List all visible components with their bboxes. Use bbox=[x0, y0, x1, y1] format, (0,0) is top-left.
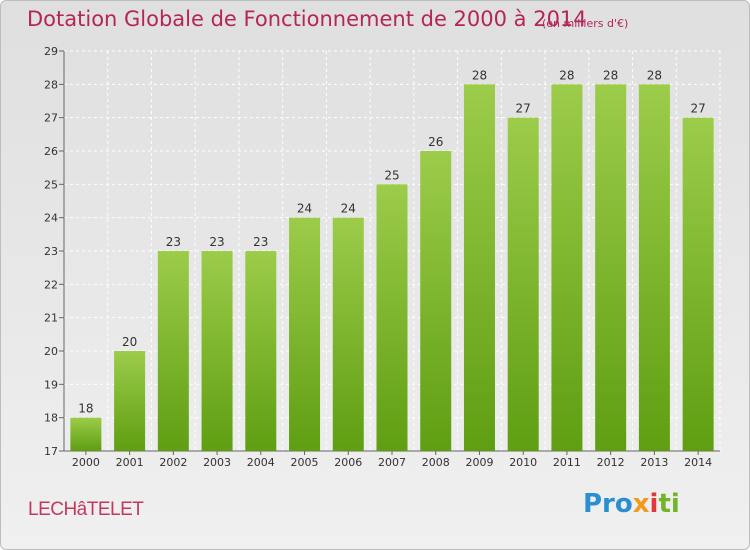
y-tick-label: 28 bbox=[44, 78, 58, 91]
data-labels: 18 20 23 23 23 24 24 25 26 28 27 28 28 28 27 bbox=[78, 68, 706, 415]
x-tick-label: 2001 bbox=[116, 456, 144, 469]
chart-subtitle: (en milliers d'€) bbox=[542, 17, 629, 30]
data-label: 24 bbox=[297, 202, 312, 216]
chart-title: Dotation Globale de Fonctionnement de 20… bbox=[27, 7, 587, 31]
y-tick-label: 25 bbox=[44, 178, 58, 191]
bar bbox=[420, 151, 452, 451]
logo-part-4: ti bbox=[658, 489, 680, 519]
y-tick-label: 29 bbox=[44, 45, 58, 58]
bar bbox=[245, 251, 277, 451]
data-label: 23 bbox=[253, 235, 268, 249]
x-tick-label: 2009 bbox=[465, 456, 493, 469]
y-tick-label: 20 bbox=[44, 345, 58, 358]
bar bbox=[551, 84, 583, 451]
y-tick-label: 23 bbox=[44, 245, 58, 258]
x-tick-label: 2012 bbox=[597, 456, 625, 469]
bar bbox=[682, 117, 714, 452]
bar bbox=[114, 351, 146, 451]
proxiti-logo[interactable]: Proxiti bbox=[583, 489, 680, 519]
data-label: 23 bbox=[209, 235, 224, 249]
logo-part-2: x bbox=[632, 489, 650, 519]
y-tick-label: 21 bbox=[44, 312, 58, 325]
bar bbox=[157, 251, 189, 451]
data-label: 28 bbox=[559, 68, 574, 82]
logo-part-3: i bbox=[649, 489, 659, 519]
x-tick-label: 2010 bbox=[509, 456, 537, 469]
x-tick-label: 2008 bbox=[422, 456, 450, 469]
x-tick-label: 2003 bbox=[203, 456, 231, 469]
bar bbox=[376, 184, 408, 452]
y-tick-label: 27 bbox=[44, 112, 58, 125]
y-tick-label: 18 bbox=[44, 412, 58, 425]
logo-part-1: Pro bbox=[583, 489, 633, 519]
x-tick-label: 2000 bbox=[72, 456, 100, 469]
data-label: 26 bbox=[428, 135, 443, 149]
x-tick-label: 2007 bbox=[378, 456, 406, 469]
bar bbox=[507, 117, 539, 452]
bar bbox=[638, 84, 670, 451]
y-tick-label: 24 bbox=[44, 212, 58, 225]
x-tick-label: 2006 bbox=[334, 456, 362, 469]
data-label: 27 bbox=[690, 102, 705, 116]
x-tick-label: 2002 bbox=[159, 456, 187, 469]
data-label: 27 bbox=[516, 102, 531, 116]
y-tick-label: 19 bbox=[44, 378, 58, 391]
x-tick-label: 2005 bbox=[291, 456, 319, 469]
data-label: 28 bbox=[647, 68, 662, 82]
commune-name: LECHâTELET bbox=[28, 499, 144, 520]
data-label: 24 bbox=[341, 202, 356, 216]
x-tick-label: 2011 bbox=[553, 456, 581, 469]
data-label: 28 bbox=[603, 68, 618, 82]
x-tick-label: 2014 bbox=[684, 456, 712, 469]
data-label: 20 bbox=[122, 335, 137, 349]
data-label: 25 bbox=[384, 168, 399, 182]
bar bbox=[595, 84, 627, 451]
x-tick-label: 2013 bbox=[640, 456, 668, 469]
bar bbox=[201, 251, 233, 451]
x-tick-label: 2004 bbox=[247, 456, 275, 469]
y-tick-label: 17 bbox=[44, 445, 58, 458]
axes: 17 18 19 20 21 22 23 24 25 26 27 28 29 2000 2001 2002 20… bbox=[44, 45, 720, 469]
data-label: 23 bbox=[166, 235, 181, 249]
bar bbox=[70, 417, 102, 451]
bar bbox=[332, 217, 364, 451]
y-tick-label: 22 bbox=[44, 278, 58, 291]
y-tick-label: 26 bbox=[44, 145, 58, 158]
bar bbox=[463, 84, 495, 451]
data-label: 28 bbox=[472, 68, 487, 82]
bars bbox=[70, 84, 714, 452]
bar bbox=[289, 217, 321, 451]
data-label: 18 bbox=[78, 402, 93, 416]
